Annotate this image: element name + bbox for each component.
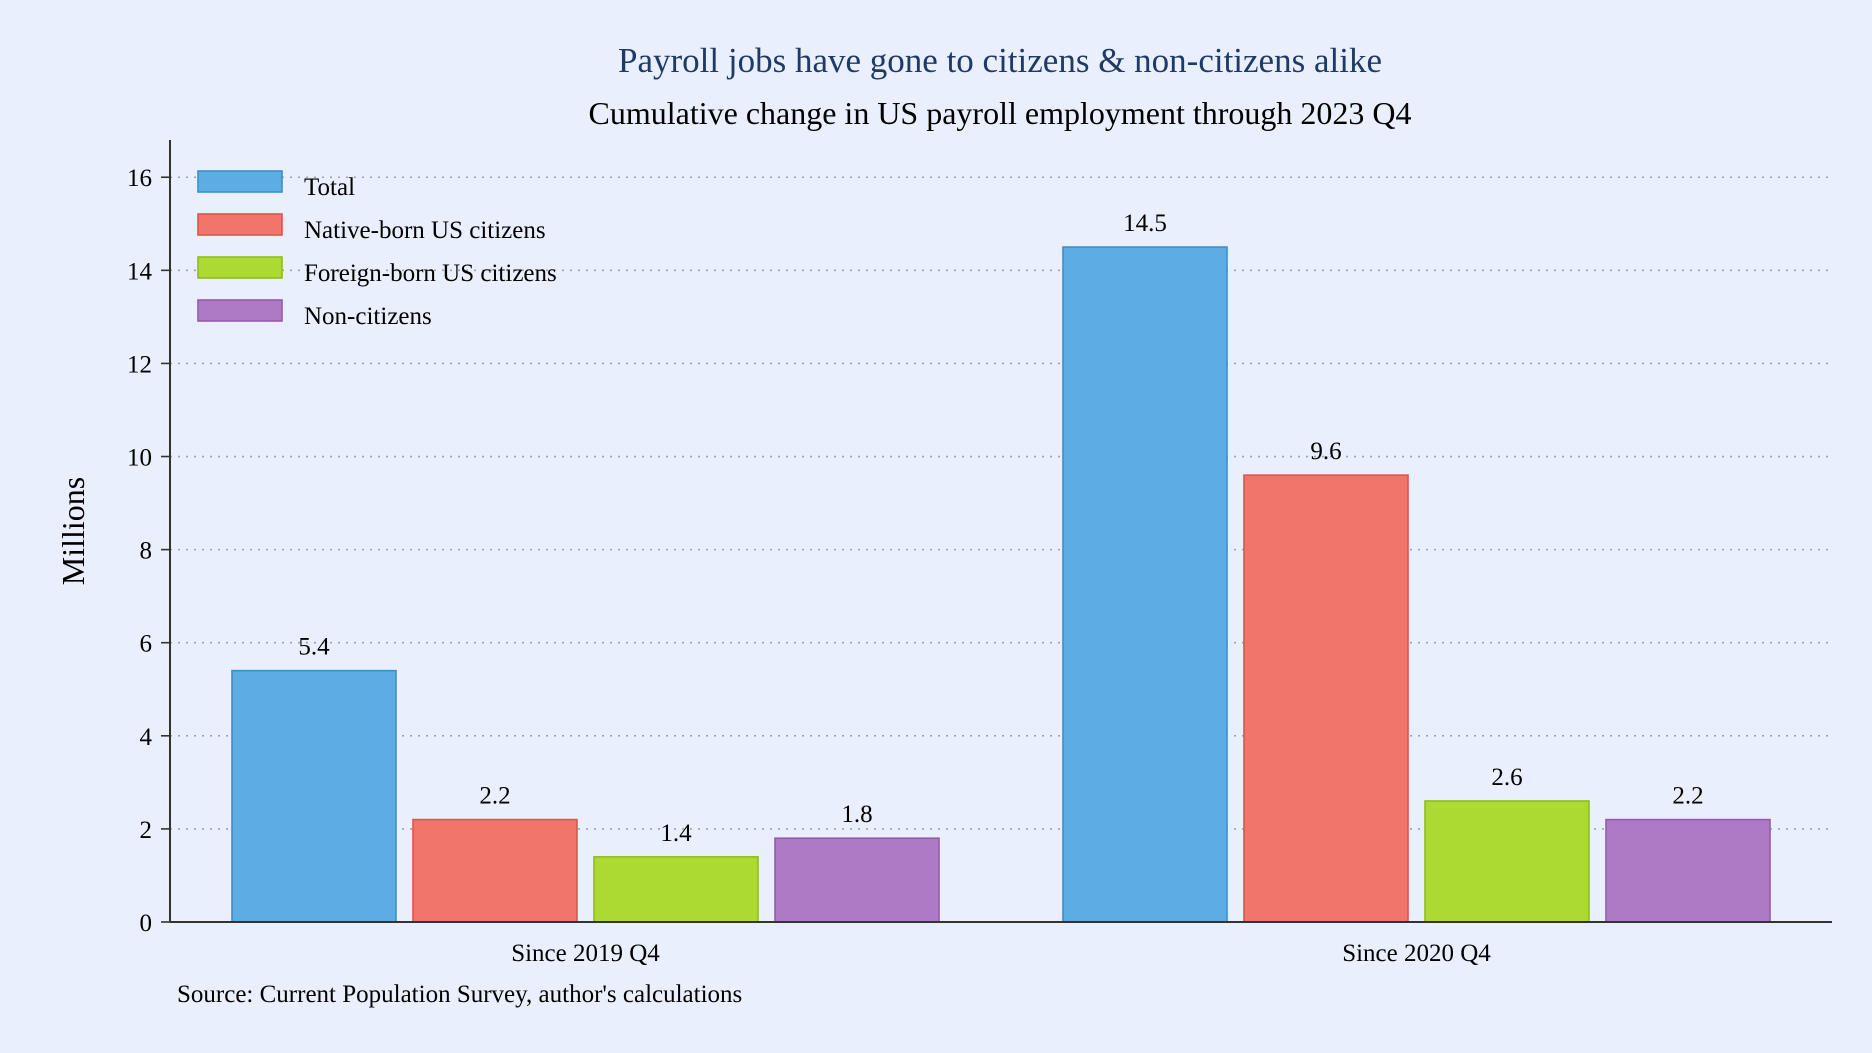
bar-value-label: 1.4 <box>660 820 692 847</box>
legend-label: Foreign-born US citizens <box>304 260 557 287</box>
x-tick-label: Since 2019 Q4 <box>511 940 660 967</box>
axes: 0 2 4 6 8 10 12 14 16 Since 2019 Q4 Since 2020 Q4 <box>127 140 1832 967</box>
bar <box>1605 818 1771 923</box>
y-tick-label: 16 <box>127 165 152 192</box>
y-tick-label: 6 <box>140 631 153 658</box>
y-tick-label: 0 <box>140 910 153 937</box>
bar <box>231 669 397 923</box>
legend: Total Native-born US citizens Foreign-born… <box>197 170 557 330</box>
bar <box>1424 800 1590 923</box>
y-tick-label: 10 <box>127 445 152 472</box>
bar <box>593 856 759 923</box>
source-note: Source: Current Population Survey, autho… <box>177 981 742 1008</box>
y-tick-label: 12 <box>127 351 152 378</box>
legend-swatch <box>197 170 283 193</box>
bar-value-label: 1.8 <box>841 801 872 828</box>
bars: 5.4 2.2 1.4 1.8 14.5 9.6 2.6 2.2 <box>231 210 1771 923</box>
legend-label: Non-citizens <box>304 303 432 330</box>
bar-value-label: 2.2 <box>479 783 510 810</box>
bar-value-label: 14.5 <box>1123 210 1167 237</box>
bar-value-label: 5.4 <box>298 634 330 661</box>
legend-swatch <box>197 299 283 322</box>
y-tick-label: 8 <box>140 538 153 565</box>
y-axis-label: Millions <box>55 477 91 585</box>
bar <box>774 837 940 923</box>
legend-label: Total <box>304 174 355 201</box>
bar-value-label: 9.6 <box>1310 438 1341 465</box>
bar-value-label: 2.2 <box>1672 783 1703 810</box>
bar <box>1062 246 1228 923</box>
legend-swatch <box>197 256 283 279</box>
legend-label: Native-born US citizens <box>304 217 546 244</box>
y-tick-label: 2 <box>140 817 153 844</box>
x-tick-label: Since 2020 Q4 <box>1342 940 1491 967</box>
bar-value-label: 2.6 <box>1491 764 1522 791</box>
legend-swatch <box>197 213 283 236</box>
bar <box>1243 474 1409 923</box>
y-tick-label: 14 <box>127 258 153 285</box>
chart-title: Payroll jobs have gone to citizens & non… <box>618 41 1382 80</box>
bar <box>412 818 578 923</box>
y-tick-label: 4 <box>140 724 153 751</box>
chart-subtitle: Cumulative change in US payroll employme… <box>589 95 1412 131</box>
